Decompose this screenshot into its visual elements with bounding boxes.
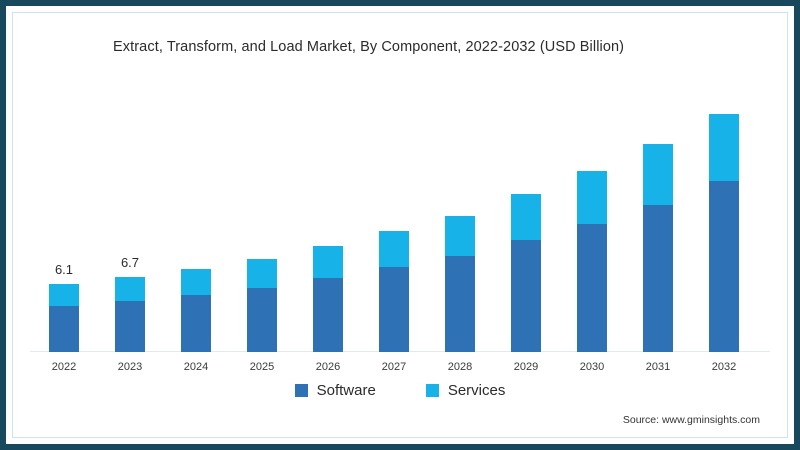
- x-tick-2027: 2027: [381, 361, 407, 373]
- bar-segment-services-2024[interactable]: [181, 269, 211, 296]
- bar-2030[interactable]: [577, 171, 607, 352]
- bar-2023[interactable]: 6.7: [115, 255, 145, 352]
- x-tick-2029: 2029: [513, 361, 539, 373]
- bar-segment-software-2027[interactable]: [379, 267, 409, 352]
- bar-segment-software-2024[interactable]: [181, 295, 211, 352]
- x-tick-2025: 2025: [249, 361, 275, 373]
- legend-item-services[interactable]: Services: [425, 382, 506, 399]
- plot-area: 6.1 6.7: [30, 95, 770, 352]
- bar-segment-services-2026[interactable]: [313, 245, 343, 279]
- bar-2025[interactable]: [247, 259, 277, 352]
- bar-segment-software-2030[interactable]: [577, 223, 607, 352]
- bar-segment-services-2022[interactable]: [49, 283, 79, 307]
- bar-value-label-2022: 6.1: [54, 261, 74, 277]
- legend-swatch-services: [425, 384, 439, 397]
- x-tick-2028: 2028: [447, 361, 473, 373]
- bar-segment-services-2023[interactable]: [115, 277, 145, 301]
- bar-segment-services-2030[interactable]: [577, 171, 607, 224]
- chart-title: Extract, Transform, and Load Market, By …: [113, 39, 625, 55]
- chart-legend: Software Services: [0, 382, 800, 399]
- x-tick-2030: 2030: [579, 361, 605, 373]
- bar-segment-services-2032[interactable]: [709, 114, 739, 182]
- legend-item-software[interactable]: Software: [294, 382, 376, 399]
- legend-label-software: Software: [316, 382, 376, 399]
- bar-segment-software-2022[interactable]: [49, 306, 79, 352]
- bar-2027[interactable]: [379, 231, 409, 352]
- bar-segment-software-2023[interactable]: [115, 300, 145, 352]
- bar-segment-services-2027[interactable]: [379, 231, 409, 268]
- bar-segment-services-2028[interactable]: [445, 215, 475, 256]
- bar-2032[interactable]: [709, 114, 739, 352]
- x-tick-2023: 2023: [117, 361, 143, 373]
- x-tick-2024: 2024: [183, 361, 209, 373]
- bar-segment-software-2025[interactable]: [247, 288, 277, 352]
- bar-segment-software-2032[interactable]: [709, 181, 739, 352]
- bar-segment-software-2029[interactable]: [511, 240, 541, 352]
- bar-segment-software-2028[interactable]: [445, 255, 475, 352]
- bar-segment-software-2031[interactable]: [643, 204, 673, 352]
- bar-2031[interactable]: [643, 144, 673, 352]
- bar-2022[interactable]: 6.1: [49, 262, 79, 352]
- x-tick-2026: 2026: [315, 361, 341, 373]
- bar-2028[interactable]: [445, 215, 475, 352]
- x-tick-2031: 2031: [645, 361, 671, 373]
- x-axis-tick-labels: 2022 2023 2024 2025 2026 2027 2028 2029 2030 2031…: [30, 358, 770, 378]
- bar-value-label-2023: 6.7: [120, 255, 140, 271]
- legend-label-services: Services: [447, 382, 506, 399]
- x-tick-2022: 2022: [51, 361, 77, 373]
- bar-2024[interactable]: [181, 269, 211, 352]
- bar-segment-services-2029[interactable]: [511, 194, 541, 241]
- legend-swatch-software: [294, 384, 308, 397]
- bar-segment-software-2026[interactable]: [313, 278, 343, 352]
- source-attribution: Source: www.gminsights.com: [622, 414, 760, 426]
- bar-2029[interactable]: [511, 194, 541, 352]
- bar-segment-services-2025[interactable]: [247, 259, 277, 289]
- bar-2026[interactable]: [313, 245, 343, 352]
- x-tick-2032: 2032: [711, 361, 737, 373]
- bar-segment-services-2031[interactable]: [643, 144, 673, 205]
